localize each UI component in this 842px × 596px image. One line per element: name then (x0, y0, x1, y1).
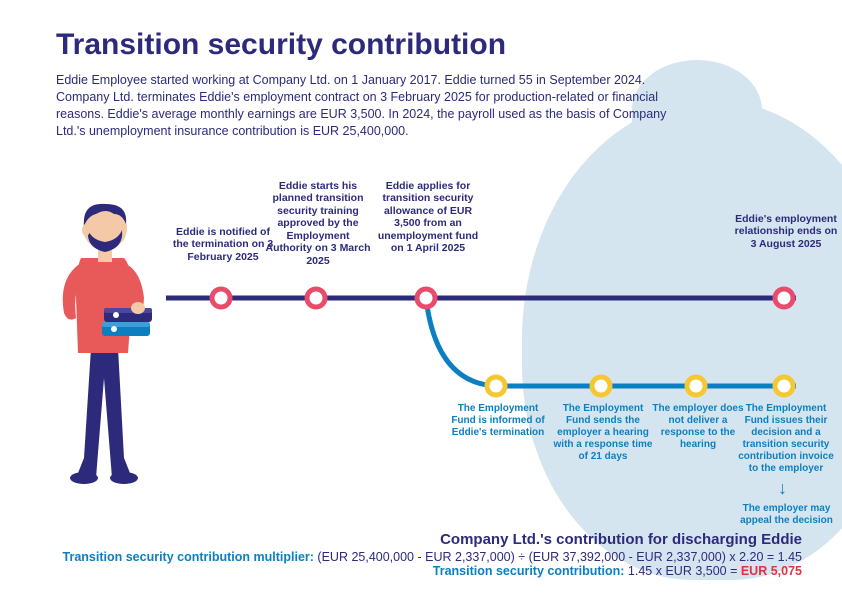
event-top-1: Eddie is notified of the termination on … (168, 226, 278, 264)
calc-line-1: Transition security contribution multipl… (56, 550, 802, 564)
calc-title: Company Ltd.'s contribution for discharg… (56, 531, 802, 548)
calc-label-1: Transition security contribution multipl… (63, 550, 314, 564)
calc-line-2: Transition security contribution: 1.45 x… (56, 564, 802, 578)
calc-label-2: Transition security contribution: (433, 564, 625, 578)
calc-result: EUR 5,075 (741, 564, 802, 578)
event-top-4: Eddie's employment relationship ends on … (731, 213, 841, 251)
event-bottom-2: The Employment Fund sends the employer a… (553, 403, 653, 463)
appeal-label: The employer may appeal the decision (739, 503, 834, 527)
arrow-down-icon: ↓ (778, 478, 787, 499)
timeline-diagram: Eddie is notified of the termination on … (56, 158, 794, 478)
calculation-block: Company Ltd.'s contribution for discharg… (56, 531, 802, 578)
calc-formula-1: (EUR 25,400,000 - EUR 2,337,000) ÷ (EUR … (314, 550, 802, 564)
event-bottom-1: The Employment Fund is informed of Eddie… (448, 403, 548, 439)
event-bottom-4: The Employment Fund issues their decisio… (736, 403, 836, 475)
intro-text: Eddie Employee started working at Compan… (56, 72, 696, 140)
event-top-3: Eddie applies for transition security al… (373, 180, 483, 256)
calc-formula-2: 1.45 x EUR 3,500 = (624, 564, 740, 578)
event-top-2: Eddie starts his planned transition secu… (263, 180, 373, 268)
page-title: Transition security contribution (56, 28, 794, 62)
person-illustration (46, 178, 176, 488)
branch-timeline (426, 298, 796, 386)
event-bottom-3: The employer does not deliver a response… (648, 403, 748, 451)
